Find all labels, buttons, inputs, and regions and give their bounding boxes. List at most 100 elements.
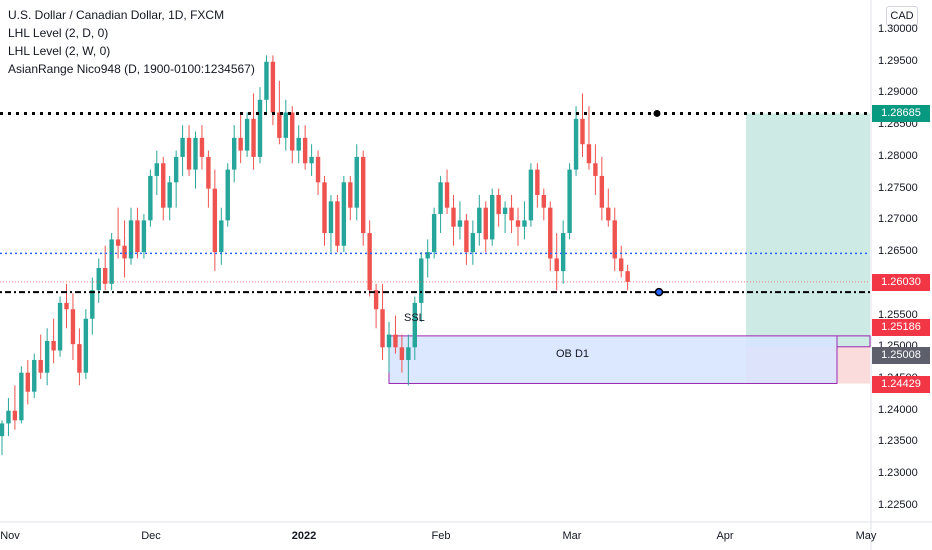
candle-body: [593, 163, 598, 176]
time-tick-label: May: [855, 530, 877, 542]
candle-body: [283, 112, 288, 138]
candle-body: [573, 118, 579, 170]
candle-body: [96, 267, 101, 291]
candle-body: [380, 309, 385, 348]
candle-body: [25, 372, 30, 392]
candle-body: [219, 220, 224, 253]
candle-body: [625, 271, 630, 282]
candle-body: [154, 163, 159, 176]
candle-body: [141, 220, 147, 253]
chart-legend: U.S. Dollar / Canadian Dollar, 1D, FXCM …: [8, 6, 255, 78]
candle-body: [373, 290, 379, 310]
candle-body: [64, 302, 69, 310]
candle-body: [406, 347, 411, 360]
price-tick-label: 1.29500: [878, 54, 918, 67]
candle-body: [315, 156, 321, 183]
ssl-label: SSL: [404, 312, 425, 324]
candle-body: [580, 118, 585, 145]
order-block-zone: [388, 335, 838, 384]
candle-body: [296, 137, 301, 151]
candle-body: [509, 207, 514, 221]
price-tick-label: 1.25500: [878, 308, 918, 321]
candle-body: [309, 156, 314, 164]
time-tick-label: 2022: [291, 530, 317, 542]
candle-body: [470, 233, 476, 253]
candle-body: [77, 344, 82, 373]
price-tick-label: 1.23000: [878, 467, 918, 480]
upper-level-marker: [653, 109, 661, 117]
candle-body: [12, 410, 18, 421]
candle-body: [32, 359, 37, 392]
candle-body: [161, 163, 166, 208]
time-tick-label: Feb: [431, 530, 451, 542]
candle-body: [477, 207, 482, 234]
candle-body: [38, 359, 43, 373]
candle-body: [186, 137, 192, 170]
candle-body: [399, 347, 405, 360]
candle-body: [522, 220, 527, 227]
candle-body: [212, 188, 218, 253]
price-tick-label: 1.26500: [878, 245, 918, 258]
order-block-extension: [836, 335, 871, 348]
price-tag: 1.25008: [872, 346, 930, 364]
candle-body: [606, 207, 611, 221]
candle-body: [173, 156, 179, 183]
time-tick-label: Dec: [141, 530, 161, 542]
price-tick-label: 1.29000: [878, 86, 918, 99]
candle-body: [528, 169, 534, 221]
candle-body: [354, 156, 359, 208]
candle-body: [128, 220, 134, 259]
candle-body: [612, 220, 617, 259]
candle-body: [19, 372, 24, 421]
candle-body: [206, 156, 211, 189]
candle-body: [412, 302, 417, 348]
legend-indicator-asian-range[interactable]: AsianRange Nico948 (D, 1900-0100:1234567…: [8, 62, 255, 76]
candle-body: [180, 137, 185, 157]
price-tag: 1.26030: [872, 273, 930, 291]
candle-body: [167, 182, 172, 208]
candle-body: [599, 175, 605, 208]
time-tick-label: Nov: [0, 530, 20, 542]
candle-body: [444, 182, 450, 208]
candle-body: [464, 220, 469, 253]
candle-body: [109, 239, 114, 284]
candle-body: [290, 112, 295, 151]
target-zone: [746, 113, 870, 347]
candle-body: [560, 233, 566, 272]
candle-body: [115, 239, 121, 246]
candle-body: [438, 182, 443, 215]
price-tick-label: 1.27000: [878, 213, 918, 226]
candle-body: [193, 137, 198, 170]
candle-body: [0, 423, 5, 437]
currency-button[interactable]: CAD: [886, 6, 918, 26]
candle-body: [341, 182, 347, 246]
candle-body: [548, 207, 553, 259]
candle-body: [264, 61, 269, 100]
candle-body: [148, 175, 153, 221]
candle-body: [335, 201, 340, 246]
candle-body: [457, 220, 463, 227]
legend-indicator-lhl-weekly[interactable]: LHL Level (2, W, 0): [8, 44, 111, 58]
candle-body: [483, 207, 488, 240]
candle-body: [135, 220, 140, 253]
candle-body: [277, 112, 282, 138]
candle-body: [419, 258, 424, 303]
candle-body: [251, 118, 256, 157]
lower-level-marker: [654, 287, 664, 297]
candle-body: [386, 334, 392, 348]
candle-body: [502, 207, 508, 215]
candle-body: [451, 207, 456, 227]
candle-body: [225, 169, 230, 221]
candle-body: [425, 252, 430, 259]
price-tag: 1.25186: [872, 319, 930, 337]
candle-body: [619, 258, 624, 272]
candle-body: [257, 99, 263, 157]
legend-indicator-lhl-daily[interactable]: LHL Level (2, D, 0): [8, 26, 109, 40]
candle-body: [90, 290, 95, 319]
candle-body: [51, 340, 56, 351]
price-tick-label: 1.22500: [878, 498, 918, 511]
price-tag: 1.28685: [872, 105, 930, 123]
candle-body: [322, 182, 327, 234]
legend-title: U.S. Dollar / Canadian Dollar, 1D, FXCM: [8, 8, 225, 22]
